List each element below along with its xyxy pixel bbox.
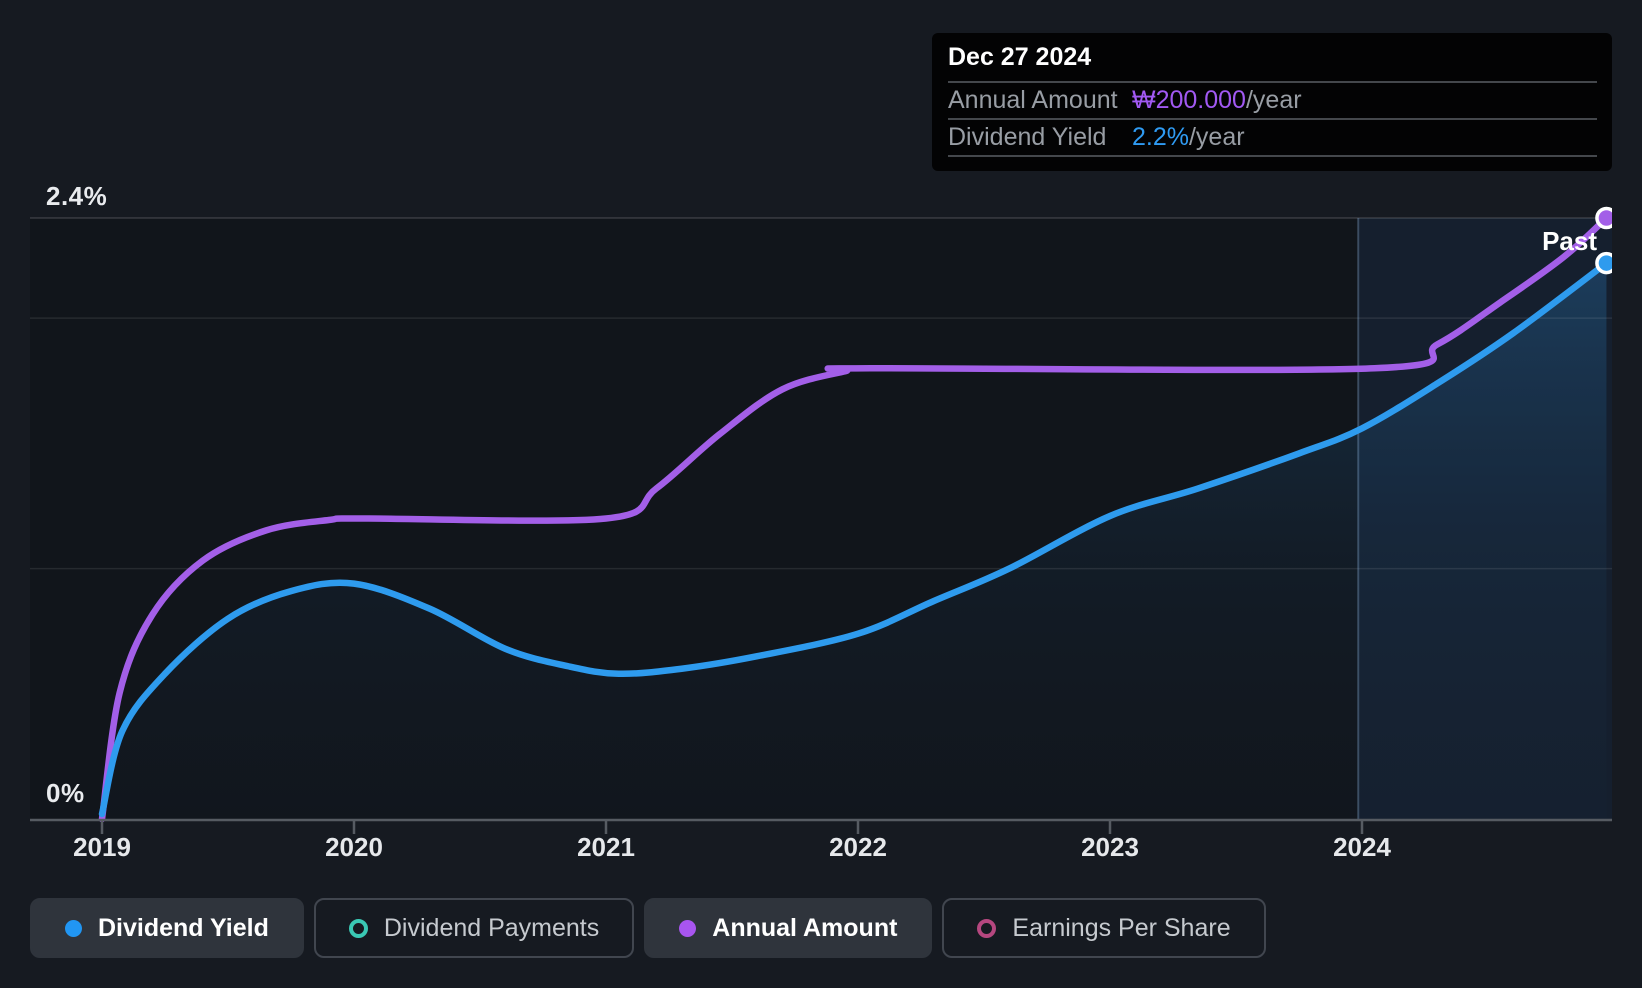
tooltip-annual-amount-label: Annual Amount <box>948 86 1118 114</box>
x-tick-label-2020: 2020 <box>325 832 383 862</box>
chart-tooltip: Dec 27 2024 Annual Amount ₩200.000 /year… <box>932 33 1612 171</box>
chart-legend: Dividend Yield Dividend Payments Annual … <box>30 898 1266 958</box>
legend-dividend-payments-label: Dividend Payments <box>383 913 600 942</box>
dividend-payments-ring-icon <box>348 918 368 938</box>
legend-dividend-yield-button[interactable]: Dividend Yield <box>30 898 304 958</box>
x-tick-label-2021: 2021 <box>577 832 635 862</box>
legend-annual-amount-label: Annual Amount <box>712 913 898 942</box>
legend-earnings-per-share-label: Earnings Per Share <box>1012 913 1231 942</box>
tooltip-annual-amount-value: ₩200.000 <box>1132 86 1246 114</box>
y-axis-zero-label: 0% <box>46 778 85 808</box>
x-tick-label-2024: 2024 <box>1333 832 1391 862</box>
tooltip-dividend-yield-value: 2.2% <box>1132 123 1189 151</box>
tooltip-annual-amount-unit: /year <box>1245 86 1302 114</box>
legend-annual-amount-button[interactable]: Annual Amount <box>644 898 933 958</box>
legend-dividend-payments-button[interactable]: Dividend Payments <box>313 898 635 958</box>
tooltip-row-dividend-yield: Dividend Yield 2.2% /year <box>948 120 1597 157</box>
y-axis-top-label: 2.4% <box>46 181 108 211</box>
x-tick-label-2019: 2019 <box>73 832 131 862</box>
legend-earnings-per-share-button[interactable]: Earnings Per Share <box>942 898 1266 958</box>
tooltip-row-annual-amount: Annual Amount ₩200.000 /year <box>948 83 1597 120</box>
tooltip-dividend-yield-unit: /year <box>1188 123 1245 151</box>
dividend-yield-dot-icon <box>65 919 82 937</box>
x-tick-label-2023: 2023 <box>1081 832 1139 862</box>
legend-dividend-yield-label: Dividend Yield <box>98 913 269 942</box>
earnings-per-share-ring-icon <box>977 918 997 938</box>
tooltip-date: Dec 27 2024 <box>948 33 1597 83</box>
past-region-label: Past <box>1542 226 1597 256</box>
annual-amount-dot-icon <box>679 919 697 937</box>
x-tick-label-2022: 2022 <box>829 832 887 862</box>
tooltip-dividend-yield-label: Dividend Yield <box>948 123 1107 151</box>
